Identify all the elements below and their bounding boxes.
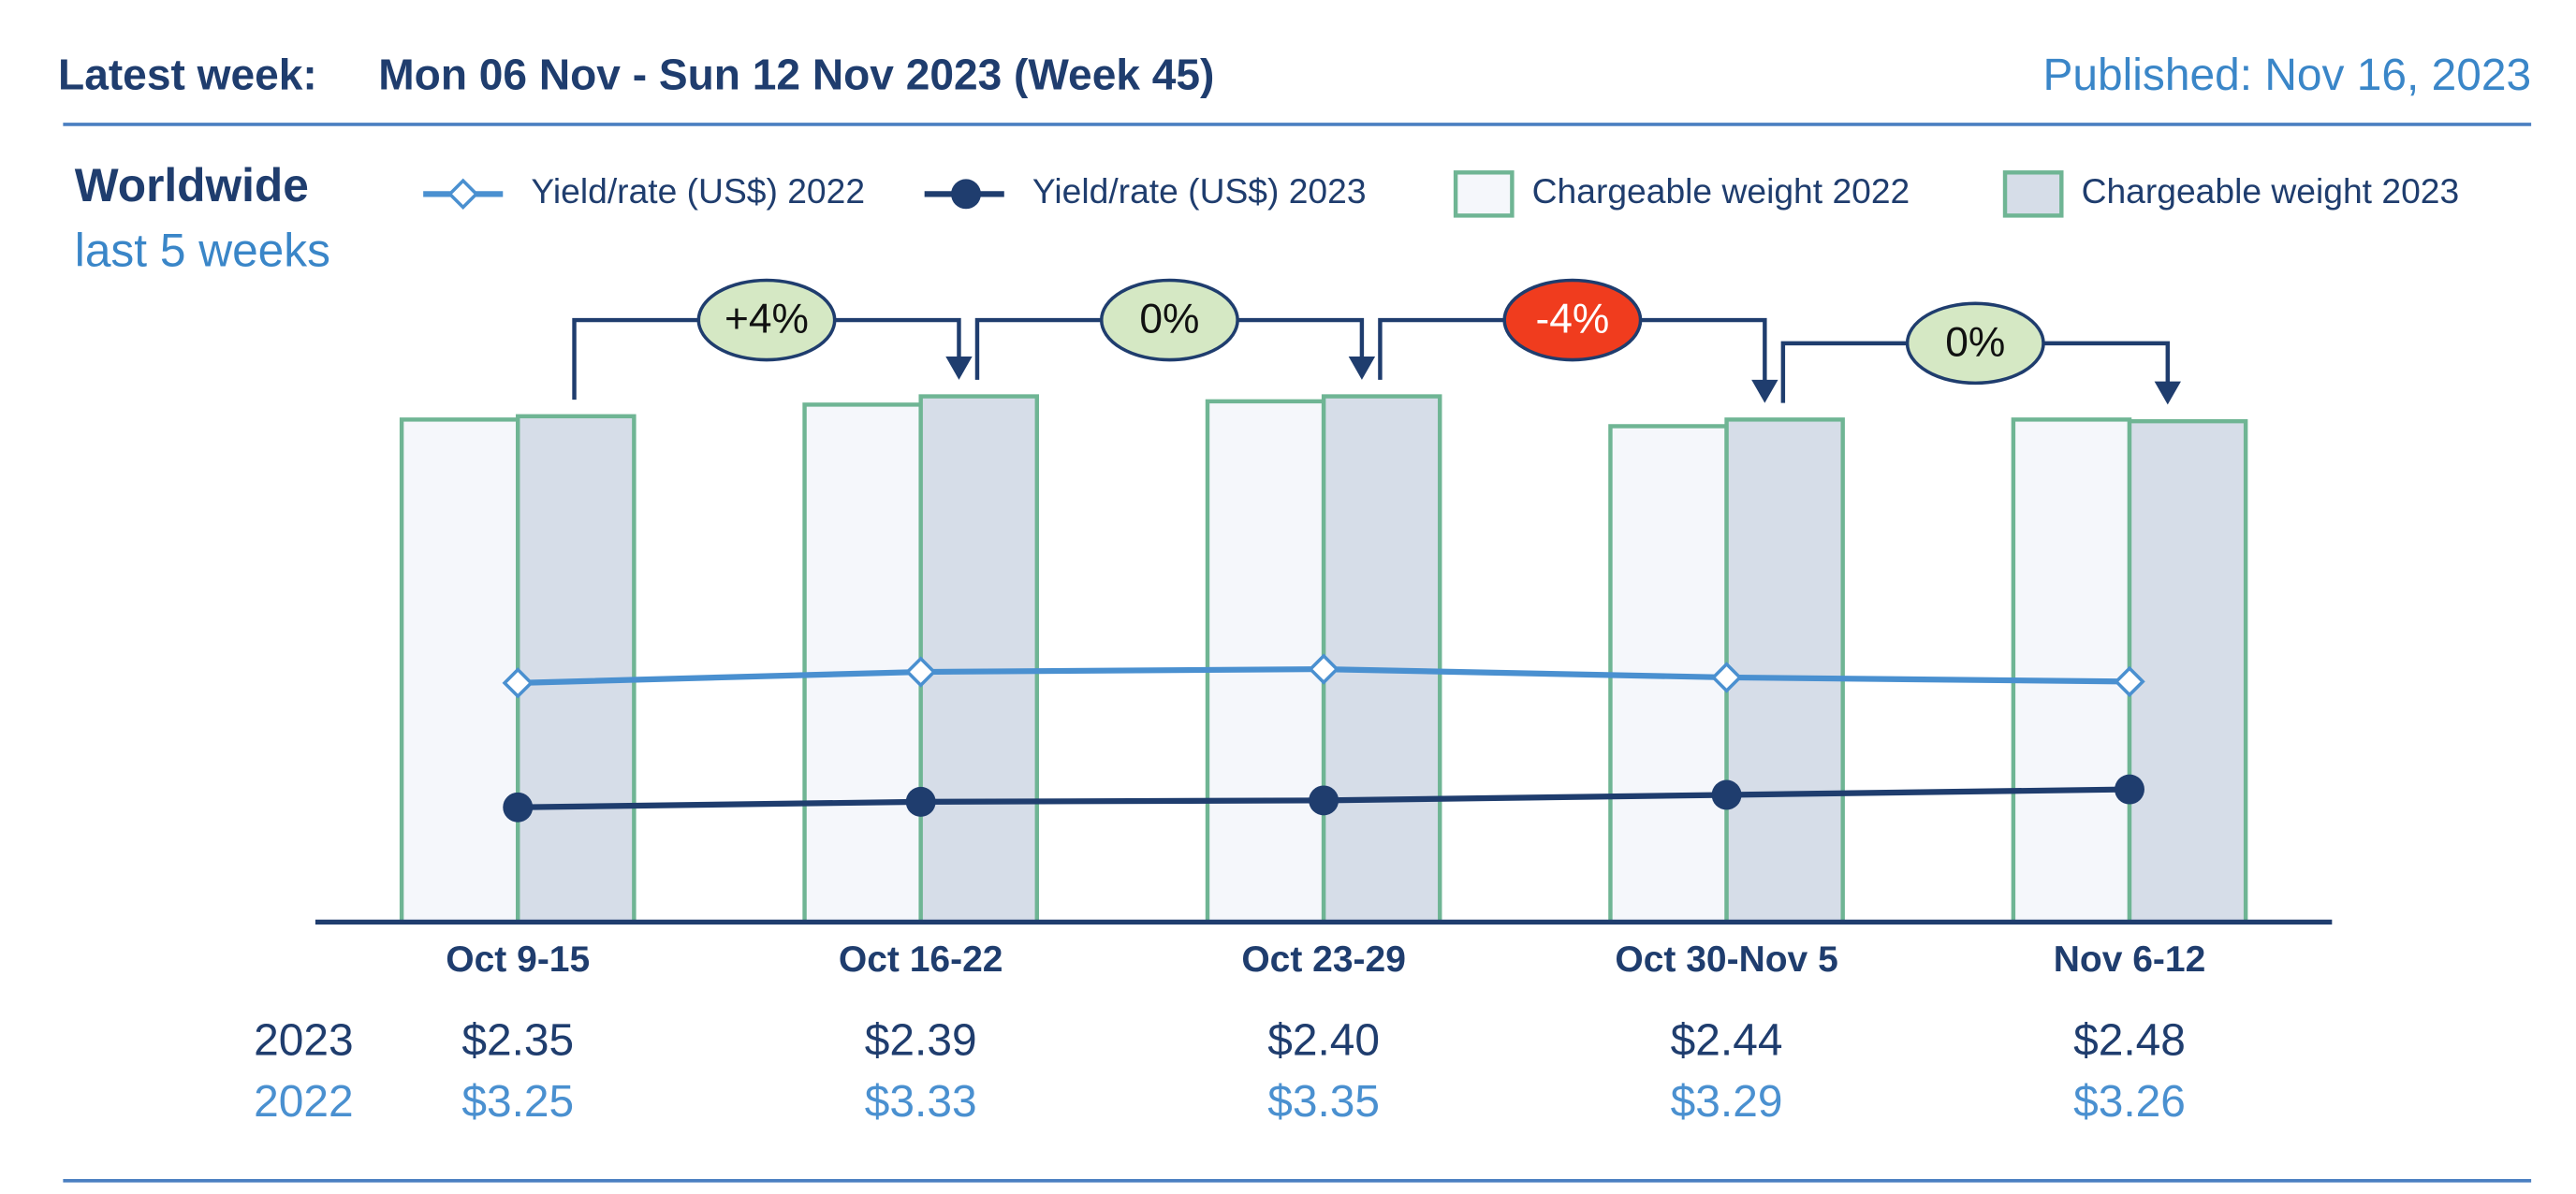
change-label: 0% xyxy=(1945,319,2005,365)
change-bubble xyxy=(1905,301,2045,386)
x-tick-label: Oct 30-Nov 5 xyxy=(1615,939,1837,980)
chart-subtitle: last 5 weeks xyxy=(75,224,330,276)
bracket-arrow xyxy=(1751,379,1778,403)
bar xyxy=(1321,394,1442,925)
value-label: $2.44 xyxy=(1671,1015,1783,1065)
marker xyxy=(905,786,936,817)
marker xyxy=(1308,653,1339,685)
bar xyxy=(516,414,637,925)
legend-swatch xyxy=(2002,170,2064,218)
marker xyxy=(2115,774,2144,805)
marker xyxy=(904,656,937,688)
bar xyxy=(1724,417,1845,925)
marker xyxy=(1711,779,1742,810)
marker xyxy=(1710,662,1743,693)
row-label: 2022 xyxy=(254,1077,353,1127)
marker xyxy=(502,667,534,699)
change-bubble xyxy=(1502,278,1643,362)
value-label: $2.35 xyxy=(461,1015,574,1065)
bracket-arrow xyxy=(945,357,973,380)
marker xyxy=(2114,665,2145,698)
change-label: 0% xyxy=(1139,297,1199,342)
change-bubble xyxy=(696,278,837,362)
change-label: +4% xyxy=(724,297,809,342)
bracket-arrow xyxy=(1348,357,1376,380)
legend-marker xyxy=(951,179,981,210)
value-label: $2.40 xyxy=(1267,1015,1380,1065)
legend-label: Chargeable weight 2023 xyxy=(2082,171,2460,211)
row-label: 2023 xyxy=(254,1015,353,1065)
value-label: $3.29 xyxy=(1671,1077,1783,1127)
x-tick-label: Nov 6-12 xyxy=(2054,939,2206,980)
change-label: -4% xyxy=(1535,297,1609,342)
legend-label: Yield/rate (US$) 2023 xyxy=(1032,171,1367,211)
bar xyxy=(399,417,520,925)
legend-label: Yield/rate (US$) 2022 xyxy=(531,171,865,211)
published-date: Published: Nov 16, 2023 xyxy=(2042,51,2531,100)
value-label: $3.25 xyxy=(461,1077,574,1127)
bracket-arrow xyxy=(2154,381,2181,405)
bar xyxy=(2127,418,2248,925)
x-tick-label: Oct 23-29 xyxy=(1241,939,1406,980)
bar xyxy=(2011,417,2132,925)
bar xyxy=(918,394,1040,925)
bar xyxy=(802,402,923,925)
x-tick-label: Oct 9-15 xyxy=(446,939,590,980)
change-bubble xyxy=(1099,278,1239,362)
marker xyxy=(1309,785,1339,816)
marker xyxy=(503,792,534,823)
x-tick-label: Oct 16-22 xyxy=(839,939,1003,980)
legend-swatch xyxy=(1453,170,1515,218)
header-label: Latest week: xyxy=(58,50,317,98)
header-week: Mon 06 Nov - Sun 12 Nov 2023 (Week 45) xyxy=(378,50,1214,98)
value-label: $2.48 xyxy=(2073,1015,2186,1065)
value-label: $2.39 xyxy=(865,1015,977,1065)
legend-marker xyxy=(447,178,479,211)
chart-title: Worldwide xyxy=(75,159,309,211)
legend-label: Chargeable weight 2022 xyxy=(1532,171,1910,211)
bar xyxy=(1205,399,1326,925)
value-label: $3.35 xyxy=(1267,1077,1380,1127)
value-label: $3.26 xyxy=(2073,1077,2186,1127)
value-label: $3.33 xyxy=(865,1077,977,1127)
